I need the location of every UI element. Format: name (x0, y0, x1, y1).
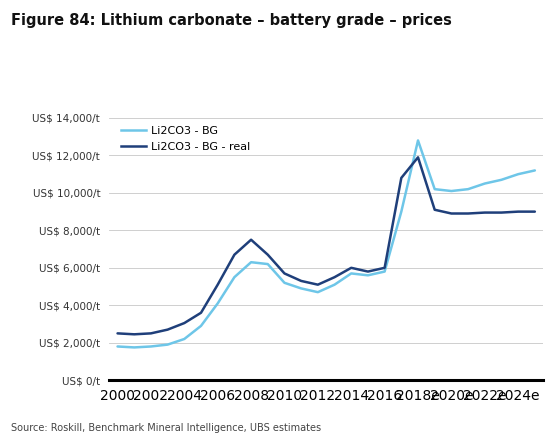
Li2CO3 - BG (248, 260, 254, 265)
Li2CO3 - BG (365, 273, 371, 278)
Text: Figure 84: Lithium carbonate – battery grade – prices: Figure 84: Lithium carbonate – battery g… (11, 13, 452, 28)
Li2CO3 - BG - real (414, 155, 421, 160)
Li2CO3 - BG (148, 344, 155, 349)
Li2CO3 - BG - real (431, 207, 438, 212)
Li2CO3 - BG (448, 188, 455, 194)
Li2CO3 - BG (398, 209, 405, 214)
Li2CO3 - BG - real (448, 211, 455, 216)
Li2CO3 - BG - real (515, 209, 521, 214)
Li2CO3 - BG - real (281, 271, 288, 276)
Li2CO3 - BG (515, 172, 521, 177)
Li2CO3 - BG - real (531, 209, 538, 214)
Text: Source: Roskill, Benchmark Mineral Intelligence, UBS estimates: Source: Roskill, Benchmark Mineral Intel… (11, 423, 321, 433)
Li2CO3 - BG - real (131, 332, 138, 337)
Li2CO3 - BG - real (164, 327, 171, 332)
Li2CO3 - BG - real (214, 282, 221, 287)
Li2CO3 - BG - real (264, 252, 271, 257)
Li2CO3 - BG - real (298, 278, 305, 284)
Li2CO3 - BG - real (148, 331, 155, 336)
Li2CO3 - BG - real (231, 252, 238, 257)
Li2CO3 - BG (531, 168, 538, 173)
Li2CO3 - BG - real (381, 265, 388, 271)
Li2CO3 - BG (131, 345, 138, 350)
Legend: Li2CO3 - BG, Li2CO3 - BG - real: Li2CO3 - BG, Li2CO3 - BG - real (119, 124, 253, 154)
Li2CO3 - BG - real (331, 274, 338, 280)
Li2CO3 - BG (315, 290, 321, 295)
Li2CO3 - BG (231, 274, 238, 280)
Li2CO3 - BG (482, 181, 488, 186)
Line: Li2CO3 - BG: Li2CO3 - BG (118, 140, 535, 347)
Li2CO3 - BG - real (482, 210, 488, 215)
Li2CO3 - BG - real (114, 331, 121, 336)
Li2CO3 - BG - real (181, 320, 188, 326)
Li2CO3 - BG (181, 336, 188, 342)
Li2CO3 - BG - real (498, 210, 505, 215)
Li2CO3 - BG (414, 138, 421, 143)
Li2CO3 - BG (381, 269, 388, 274)
Li2CO3 - BG - real (315, 282, 321, 287)
Li2CO3 - BG (348, 271, 354, 276)
Li2CO3 - BG - real (348, 265, 354, 271)
Li2CO3 - BG (281, 280, 288, 285)
Li2CO3 - BG (114, 344, 121, 349)
Li2CO3 - BG (164, 342, 171, 347)
Li2CO3 - BG (498, 177, 505, 182)
Li2CO3 - BG (264, 261, 271, 267)
Li2CO3 - BG - real (198, 310, 204, 316)
Li2CO3 - BG - real (465, 211, 472, 216)
Li2CO3 - BG - real (398, 175, 405, 180)
Li2CO3 - BG (198, 323, 204, 329)
Li2CO3 - BG - real (365, 269, 371, 274)
Li2CO3 - BG - real (248, 237, 254, 243)
Li2CO3 - BG (331, 282, 338, 287)
Li2CO3 - BG (431, 187, 438, 192)
Li2CO3 - BG (465, 187, 472, 192)
Li2CO3 - BG (298, 286, 305, 291)
Line: Li2CO3 - BG - real: Li2CO3 - BG - real (118, 157, 535, 334)
Li2CO3 - BG (214, 301, 221, 306)
